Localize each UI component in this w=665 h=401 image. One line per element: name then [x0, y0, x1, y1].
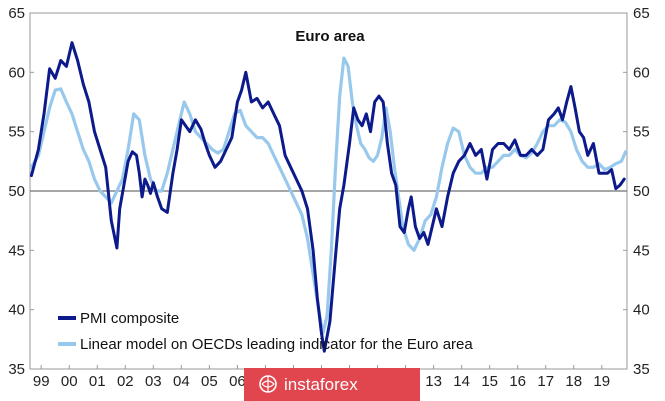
y-tick-label-right: 40 [633, 302, 650, 319]
right-y-axis: 35 40 45 50 55 60 65 [623, 5, 650, 378]
y-tick-label-left: 60 [8, 64, 25, 81]
chart-title: Euro area [295, 28, 365, 45]
x-tick-label: 04 [173, 373, 190, 390]
x-tick-label: 19 [593, 373, 610, 390]
x-tick-label: 18 [565, 373, 582, 390]
y-tick-label-right: 45 [633, 242, 650, 259]
legend-label-oecd-model: Linear model on OECDs leading indicator … [80, 336, 473, 353]
series-line-pmi-composite [29, 41, 626, 353]
x-tick-label: 06 [229, 373, 246, 390]
y-tick-label-left: 55 [8, 124, 25, 141]
legend-label-pmi: PMI composite [80, 310, 179, 327]
watermark-banner: instaforex [244, 368, 420, 401]
y-tick-label-left: 40 [8, 302, 25, 319]
x-tick-label: 16 [509, 373, 526, 390]
series-layer [29, 41, 628, 353]
watermark-text: instaforex [284, 375, 358, 394]
x-tick-label: 15 [481, 373, 498, 390]
x-tick-label: 03 [145, 373, 162, 390]
y-tick-label-right: 65 [633, 5, 650, 22]
x-tick-label: 13 [425, 373, 442, 390]
y-tick-label-left: 35 [8, 361, 25, 378]
y-tick-label-right: 50 [633, 183, 650, 200]
legend: PMI composite Linear model on OECDs lead… [58, 310, 473, 353]
y-tick-label-left: 50 [8, 183, 25, 200]
y-tick-label-left: 45 [8, 242, 25, 259]
watermark-logo-icon [259, 375, 277, 393]
y-tick-label-left: 65 [8, 5, 25, 22]
y-tick-label-right: 55 [633, 124, 650, 141]
x-tick-label: 17 [537, 373, 554, 390]
y-tick-label-right: 35 [633, 361, 650, 378]
x-tick-label: 02 [117, 373, 134, 390]
x-tick-label: 14 [453, 373, 470, 390]
y-tick-label-right: 60 [633, 64, 650, 81]
x-tick-label: 99 [33, 373, 50, 390]
x-tick-label: 00 [61, 373, 78, 390]
x-tick-label: 05 [201, 373, 218, 390]
x-tick-label: 01 [89, 373, 106, 390]
